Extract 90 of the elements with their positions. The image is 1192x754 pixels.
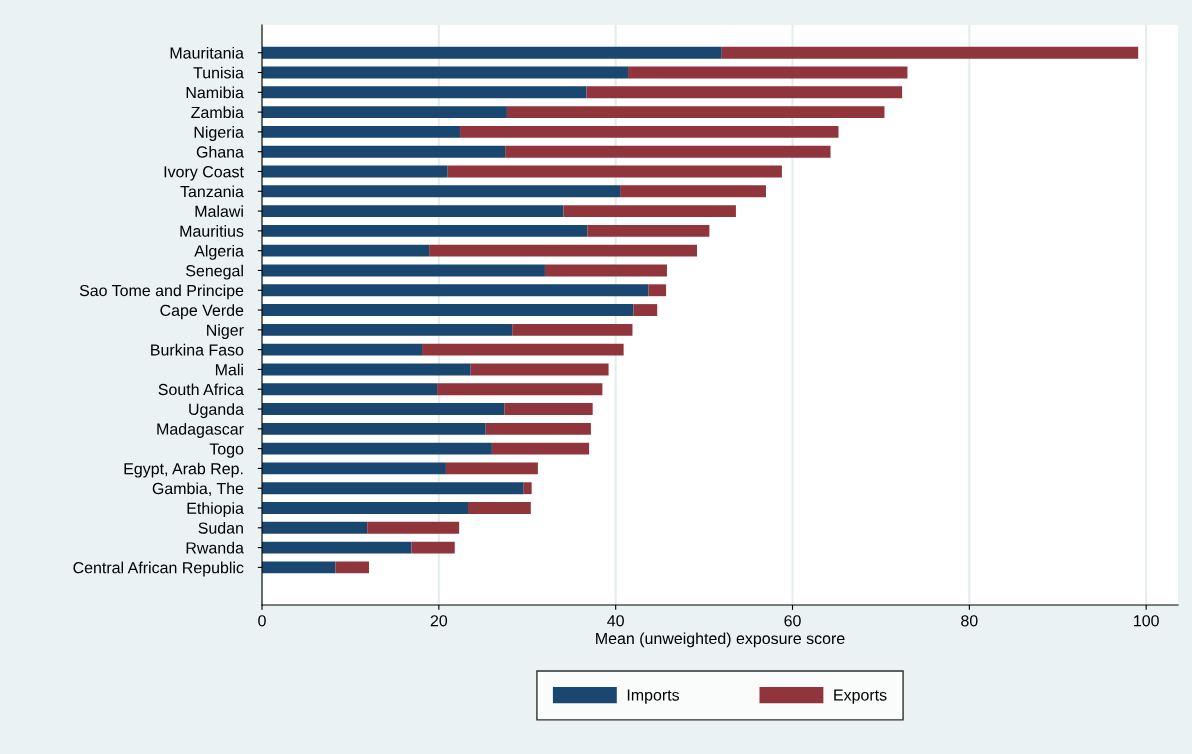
bar [262, 462, 446, 475]
bar [563, 205, 736, 218]
bar [262, 363, 471, 376]
bar [470, 363, 609, 376]
bar [262, 482, 524, 495]
bar [262, 502, 469, 514]
bar [460, 125, 839, 138]
y-tick-label: Mali [215, 363, 243, 376]
y-tick-label: Senegal [186, 264, 243, 280]
y-tick-label: Ivory Coast [164, 166, 244, 181]
bar [262, 185, 621, 198]
bar [262, 46, 722, 59]
x-tick-label: 40 [607, 615, 624, 627]
bar [429, 244, 698, 257]
bar [262, 323, 513, 336]
bar [504, 403, 593, 415]
y-tick-label: Namibia [186, 86, 244, 99]
bar [262, 383, 438, 396]
legend-label: Imports [627, 689, 680, 704]
bar [445, 462, 538, 475]
bar [262, 343, 423, 356]
y-tick-label: Mauritania [170, 46, 244, 59]
bar [262, 422, 486, 435]
x-tick-label: 100 [1134, 615, 1159, 627]
bar [512, 323, 633, 336]
bar [335, 561, 369, 574]
bar [262, 145, 506, 158]
y-tick-label: Ghana [196, 145, 244, 158]
bar [586, 86, 903, 99]
y-tick-label: Togo [209, 443, 244, 458]
bar [262, 224, 588, 237]
bar [262, 264, 545, 277]
x-tick-label: 0 [258, 615, 266, 627]
bar [411, 541, 455, 554]
bar [422, 343, 624, 356]
y-tick-label: Tanzania [180, 185, 244, 198]
bar [262, 165, 448, 178]
bar [505, 145, 831, 158]
y-tick-label: Tunisia [193, 66, 244, 79]
bar [262, 205, 564, 218]
bar [620, 185, 766, 198]
y-tick-label: Cape Verde [160, 304, 244, 320]
y-tick-label: Nigeria [194, 126, 244, 141]
x-tick-label: 20 [430, 615, 448, 627]
bar [262, 244, 430, 257]
y-tick-label: Algeria [194, 244, 244, 260]
bar [648, 284, 667, 297]
bar [506, 106, 885, 119]
bar [587, 224, 710, 237]
bar [447, 165, 782, 178]
bar [437, 383, 603, 396]
bar [262, 541, 412, 554]
bar [262, 86, 587, 99]
y-tick-label: Uganda [189, 403, 244, 419]
y-tick-label: Sudan [198, 522, 243, 534]
legend-label: Exports [834, 689, 887, 704]
y-tick-label: Malawi [195, 205, 243, 218]
bar [628, 66, 908, 79]
bar [468, 502, 531, 514]
y-tick-label: Egypt, Arab Rep. [124, 462, 243, 478]
bar [721, 46, 1139, 59]
x-tick-label: 80 [961, 615, 978, 627]
y-tick-label: Mauritius [180, 225, 244, 237]
bar [262, 284, 649, 297]
bar [485, 422, 591, 435]
bar [491, 442, 590, 455]
y-tick-label: Ethiopia [187, 502, 244, 518]
bar [523, 482, 532, 495]
y-tick-label: Niger [207, 324, 244, 339]
y-tick-label: Madagascar [157, 423, 244, 438]
x-axis-title: Mean (unweighted) exposure score [596, 632, 845, 648]
bar [633, 304, 658, 316]
y-tick-label: Rwanda [186, 541, 244, 554]
y-tick-label: Gambia, The [152, 482, 244, 497]
bar [262, 304, 634, 316]
y-tick-label: Central African Republic [73, 561, 244, 577]
bar [262, 125, 461, 138]
bar [262, 106, 507, 119]
bar [262, 66, 629, 79]
bar [262, 442, 492, 455]
y-tick-label: Burkina Faso [151, 343, 244, 356]
y-tick-label: Zambia [191, 106, 244, 119]
bar [262, 521, 368, 534]
bar [262, 403, 505, 415]
y-tick-label: Sao Tome and Principe [79, 284, 244, 300]
bar [262, 561, 336, 574]
x-tick-label: 60 [784, 615, 801, 627]
bar [367, 521, 460, 534]
y-tick-label: South Africa [158, 383, 244, 396]
bar [544, 264, 667, 277]
